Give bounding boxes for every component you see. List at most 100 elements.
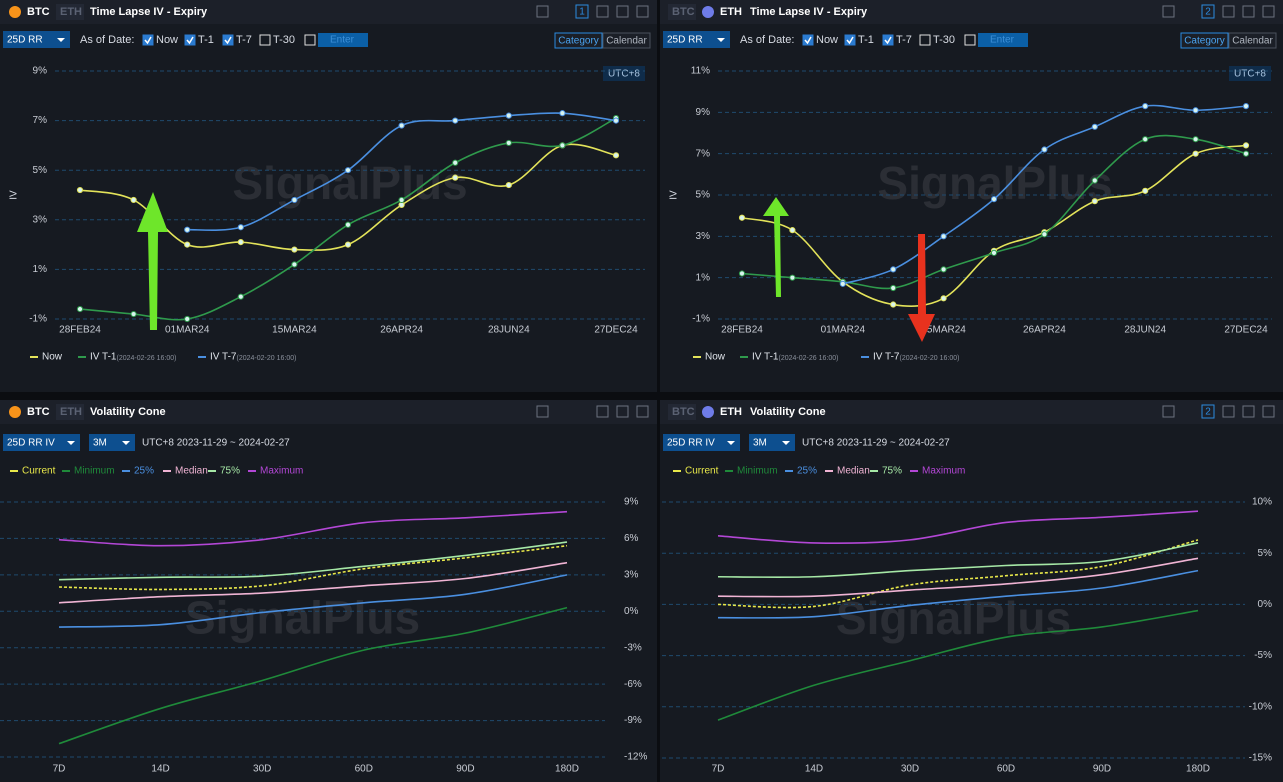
x-tick-label: 26APR24 (1023, 325, 1066, 336)
point (291, 246, 298, 253)
legend-label[interactable]: IV T-7 (873, 352, 900, 363)
point (1192, 136, 1199, 143)
checkbox[interactable] (802, 34, 814, 46)
header-icon[interactable] (616, 5, 629, 18)
legend-label[interactable]: Minimum (74, 466, 115, 477)
selector[interactable] (663, 434, 740, 451)
y-tick-label: 5% (33, 165, 48, 176)
coin-tab[interactable]: ETH (60, 406, 82, 418)
coin-tab[interactable]: BTC (27, 406, 50, 418)
series-line (58, 561, 568, 604)
checkbox[interactable] (919, 34, 931, 46)
legend-label[interactable]: 75% (220, 466, 240, 477)
check (186, 36, 194, 45)
checkbox[interactable] (964, 34, 976, 46)
header-icon[interactable] (616, 405, 629, 418)
coin-tab[interactable]: BTC (27, 6, 50, 18)
coin-icon (9, 6, 21, 18)
date-input[interactable] (318, 33, 368, 47)
y-tick-label: 7% (696, 148, 711, 159)
check (804, 36, 812, 45)
point (940, 295, 947, 302)
header-icon[interactable] (1262, 405, 1275, 418)
legend-label[interactable]: 25% (134, 466, 154, 477)
legend-label[interactable]: Maximum (922, 466, 965, 477)
x-tick-label: 15MAR24 (921, 325, 966, 336)
legend-label[interactable]: IV T-1 (90, 352, 117, 363)
legend-note: (2024-02-20 16:00) (237, 355, 297, 362)
x-tick-label: 60D (355, 764, 373, 775)
checkbox[interactable] (222, 34, 234, 46)
header-icon[interactable] (596, 5, 609, 18)
legend-label[interactable]: Now (42, 352, 63, 363)
toggle-button[interactable] (1180, 32, 1229, 49)
y-tick-label: 6% (624, 533, 639, 544)
checkbox[interactable] (259, 34, 271, 46)
point (452, 159, 459, 166)
header-icon[interactable] (1222, 405, 1235, 418)
selector[interactable] (749, 434, 795, 451)
legend-label[interactable]: Median (837, 466, 870, 477)
coin-tab[interactable]: ETH (720, 6, 742, 18)
selector[interactable] (3, 31, 70, 48)
x-tick-label: 28FEB24 (721, 325, 763, 336)
toggle-button[interactable] (1228, 32, 1277, 49)
header-icon[interactable] (1262, 5, 1275, 18)
legend-label[interactable]: Now (705, 352, 726, 363)
selector[interactable] (3, 434, 80, 451)
point (1091, 177, 1098, 184)
watermark: SignalPlus (232, 157, 467, 209)
selector[interactable] (89, 434, 135, 451)
panel-title: Time Lapse IV - Expiry (750, 6, 868, 18)
checkbox[interactable] (882, 34, 894, 46)
header-icon[interactable] (636, 405, 649, 418)
header-icon[interactable] (1162, 405, 1175, 418)
tab-bg (668, 404, 696, 420)
legend-label[interactable]: Median (175, 466, 208, 477)
header-icon[interactable] (1242, 405, 1255, 418)
panel (0, 0, 657, 392)
point (398, 122, 405, 129)
toggle-button[interactable] (602, 32, 651, 49)
header-icon[interactable] (1162, 5, 1175, 18)
y-tick-label: -1% (29, 314, 47, 325)
y-tick-label: -9% (624, 715, 642, 726)
header-icon[interactable] (636, 5, 649, 18)
date-range: UTC+8 2023-11-29 ~ 2024-02-27 (142, 438, 290, 449)
coin-tab[interactable]: BTC (672, 406, 695, 418)
header-icon[interactable] (536, 405, 549, 418)
x-tick-label: 01MAR24 (165, 325, 210, 336)
legend-label[interactable]: Current (22, 466, 56, 477)
checkbox[interactable] (844, 34, 856, 46)
date-input[interactable] (978, 33, 1028, 47)
layout-number: 2 (1205, 7, 1211, 18)
header-icon[interactable] (536, 5, 549, 18)
point (344, 167, 352, 174)
legend-label[interactable]: Minimum (737, 466, 778, 477)
legend-label[interactable]: Maximum (260, 466, 303, 477)
legend-label[interactable]: IV T-7 (210, 352, 237, 363)
x-tick-label: 28FEB24 (59, 325, 101, 336)
legend-label[interactable]: 25% (797, 466, 817, 477)
x-tick-label: 60D (997, 764, 1015, 775)
header-icon[interactable] (1242, 5, 1255, 18)
legend-label[interactable]: Current (685, 466, 719, 477)
coin-tab[interactable]: ETH (720, 406, 742, 418)
point (505, 112, 512, 119)
coin-tab[interactable]: ETH (60, 6, 82, 18)
caret (717, 38, 725, 42)
checkbox[interactable] (142, 34, 154, 46)
toggle-button[interactable] (554, 32, 603, 49)
legend-label[interactable]: 75% (882, 466, 902, 477)
checkbox[interactable] (304, 34, 316, 46)
legend-label[interactable]: IV T-1 (752, 352, 779, 363)
header-icon[interactable] (596, 405, 609, 418)
point (76, 305, 84, 313)
header-icon[interactable] (1222, 5, 1235, 18)
panel-header (660, 400, 1283, 424)
coin-tab[interactable]: BTC (672, 6, 695, 18)
y-tick-label: 5% (696, 190, 711, 201)
series-line (58, 574, 568, 628)
checkbox[interactable] (184, 34, 196, 46)
selector[interactable] (663, 31, 730, 48)
